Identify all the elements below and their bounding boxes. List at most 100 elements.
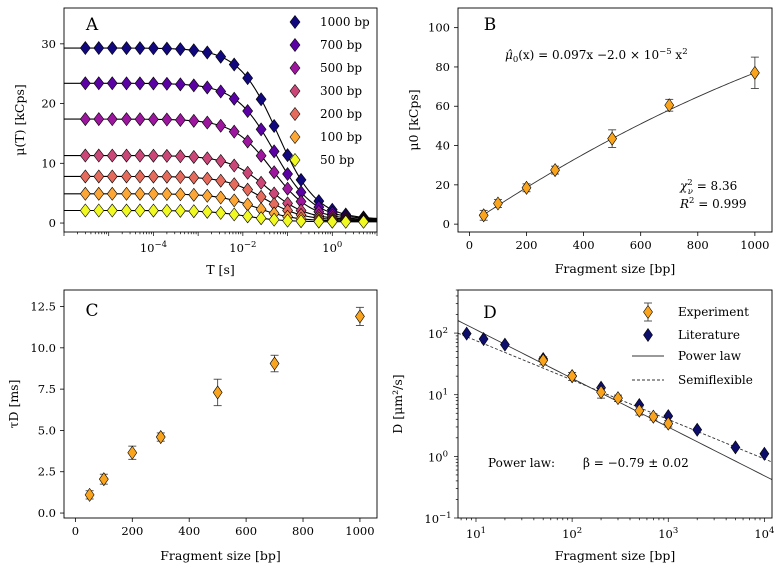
series-6-point	[215, 205, 227, 220]
legend-entry: 1000 bp	[320, 15, 370, 29]
series-4-point	[93, 169, 105, 184]
data-point	[664, 98, 675, 113]
legend-marker	[289, 153, 301, 167]
series-1-point	[93, 76, 105, 91]
series-5-point	[174, 187, 186, 202]
y-tick-label: 10.0	[30, 341, 56, 355]
legend-entry: 500 bp	[320, 61, 362, 75]
series-5-point	[201, 188, 213, 203]
x-tick-label: 103	[658, 526, 678, 541]
series-3-point	[161, 148, 173, 163]
x-tick-label: 200	[516, 238, 538, 252]
x-axis-label: T [s]	[206, 262, 234, 277]
series-4-point	[79, 169, 91, 184]
eq-sub: 0	[513, 55, 518, 65]
y-tick-label: 10	[41, 156, 56, 170]
series-4-point	[174, 170, 186, 185]
series-3-point	[242, 165, 254, 180]
eq-tail: x	[672, 48, 683, 62]
series-4-point	[134, 169, 146, 184]
x-tick-label: 400	[573, 238, 595, 252]
series-4-point	[242, 182, 254, 197]
plot-area	[458, 320, 772, 481]
series-2-point	[106, 112, 118, 127]
series-4-point	[121, 169, 132, 184]
x-tick-label: 1000	[345, 524, 374, 538]
literature-point	[478, 332, 489, 347]
series-1-point	[228, 91, 240, 106]
tick-exponent: 1	[481, 526, 486, 536]
legend-entry: 300 bp	[320, 84, 362, 98]
data-point	[127, 445, 138, 460]
series-4-point	[215, 173, 227, 188]
series-1-point	[134, 76, 146, 91]
y-tick-label: 80	[435, 60, 450, 74]
series-5-point	[188, 187, 200, 202]
plot-frame	[457, 7, 773, 233]
series-2-point	[215, 118, 227, 133]
legend-marker-literature	[643, 327, 653, 343]
semiflexible-line	[458, 332, 772, 463]
y-tick-label: 100	[428, 449, 448, 464]
tick-exponent: 2	[443, 326, 448, 336]
series-2-point	[228, 124, 240, 139]
series-0-point	[188, 43, 200, 58]
x-tick-label: 1000	[740, 238, 769, 252]
series-4-point	[161, 169, 173, 184]
data-point	[521, 180, 532, 195]
data-point	[155, 430, 166, 445]
y-tick-label: 102	[428, 326, 448, 341]
series-0-point	[201, 45, 213, 60]
x-tick-label: 600	[235, 524, 257, 538]
y-tick-label: 20	[435, 178, 450, 192]
series-2-point	[174, 113, 186, 127]
legend-marker	[289, 38, 301, 52]
series-3-point	[79, 148, 91, 163]
annotation-beta: β = −0.79 ± 0.02	[583, 456, 689, 470]
legend-entry: 50 bp	[320, 153, 355, 167]
series-1-point	[174, 77, 186, 92]
data-point	[750, 65, 760, 80]
tick-exponent: −1	[439, 511, 452, 521]
series-1-point	[121, 76, 132, 91]
series-1-point	[201, 80, 213, 95]
series-5-point	[161, 187, 173, 202]
series-2-point	[255, 148, 267, 163]
y-tick-label: 0.0	[38, 506, 56, 520]
tick-base: 10	[428, 327, 443, 341]
series-1-point	[242, 104, 254, 119]
series-6-point	[188, 204, 200, 219]
series-6-point	[326, 214, 338, 229]
fit-statistic: R2 = 0.999	[679, 196, 747, 211]
legend-marker	[289, 15, 301, 29]
x-tick-label: 0	[466, 238, 473, 252]
panel-letter: C	[85, 301, 98, 321]
y-axis-label-text: μ0 [kCps]	[406, 89, 421, 150]
series-5-point	[79, 186, 91, 201]
y-tick-label: 7.5	[38, 382, 56, 396]
experiment-point	[596, 385, 606, 400]
legend-marker	[289, 107, 301, 121]
series-0-point	[148, 41, 159, 56]
experiment-point	[613, 391, 623, 406]
annotation-label: Power law:	[488, 456, 555, 470]
literature-point	[692, 422, 703, 437]
eq-exp: −5	[659, 47, 672, 57]
panel-letter: B	[484, 15, 497, 35]
series-6-point	[134, 203, 146, 218]
stat-symbol: R	[679, 197, 689, 211]
y-tick-label: 20	[41, 97, 56, 111]
y-axis-label: μ(T) [kCps]	[12, 84, 27, 156]
series-0-point	[134, 41, 146, 56]
y-tick-label: 10−1	[424, 511, 451, 526]
x-tick-label: 800	[292, 524, 314, 538]
series-0-point	[174, 42, 186, 57]
series-4-point	[255, 189, 267, 204]
data-point	[478, 208, 489, 223]
series-0-point	[215, 49, 227, 64]
series-1-point	[161, 76, 173, 91]
y-tick-label: 100	[428, 21, 450, 35]
y-tick-label: 101	[428, 388, 448, 403]
experiment-point	[567, 369, 577, 384]
